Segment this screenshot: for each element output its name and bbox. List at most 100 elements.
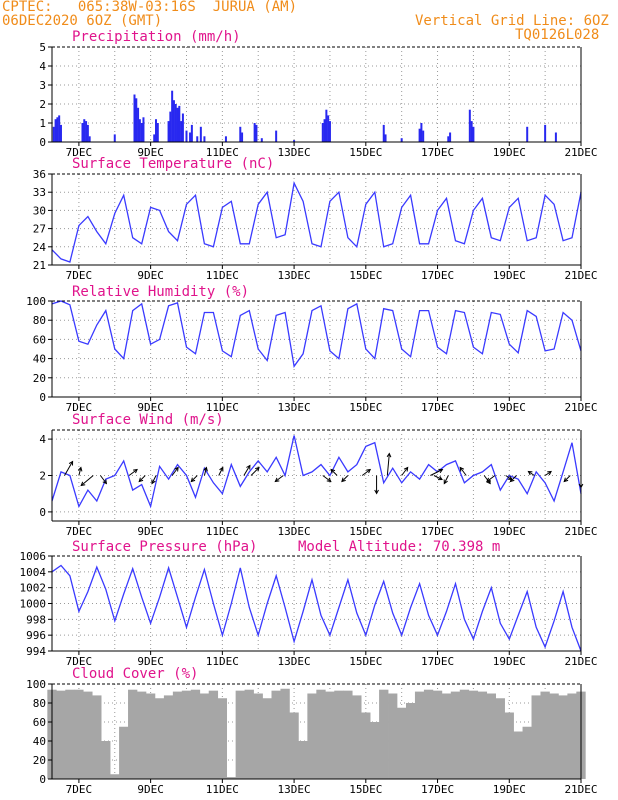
temperature-xtick-label: 11DEC [206, 269, 239, 282]
wind-arrow-shaft [459, 467, 467, 476]
precipitation-bar [255, 124, 258, 142]
wind-arrow-head [443, 479, 448, 485]
humidity-xtick-label: 15DEC [349, 401, 382, 414]
cloud-cover-bar [397, 707, 407, 779]
precipitation-bar [155, 119, 158, 142]
wind-arrow-shaft [433, 475, 443, 480]
temperature-xtick-label: 17DEC [421, 269, 454, 282]
wind-arrow-shaft [386, 453, 390, 476]
humidity-xtick-label: 19DEC [493, 401, 526, 414]
cloud-cover-xtick-label: 11DEC [206, 783, 239, 796]
wind-arrow-head [133, 468, 138, 474]
wind-arrow-shaft [361, 469, 371, 476]
cloud-cover-bar [405, 703, 416, 779]
temperature-xtick-label: 9DEC [137, 269, 164, 282]
cloud-cover-xtick-label: 21DEC [564, 783, 597, 796]
cloud-cover-xtick-label: 15DEC [349, 783, 382, 796]
temperature-xtick-label: 15DEC [349, 269, 382, 282]
wind-arrow-shaft [138, 475, 146, 482]
wind-arrow-head [486, 477, 491, 483]
cloud-cover-bar [513, 731, 523, 779]
wind-title: Surface Wind (m/s) [72, 412, 224, 428]
humidity-title: Relative Humidity (%) [72, 284, 249, 300]
temperature-series-line [51, 181, 582, 263]
cloud-cover-bar [289, 712, 299, 779]
cloud-cover-bar [244, 689, 254, 779]
wind-arrow-shaft [563, 475, 571, 482]
precipitation-bar [140, 123, 143, 142]
pressure-ytick-label: 1006 [20, 550, 47, 563]
precipitation-bar [52, 126, 55, 142]
precipitation-bar [172, 100, 175, 142]
wind-arrow-shaft [243, 465, 251, 476]
wind-arrow-head [330, 468, 336, 474]
wind-arrow-shaft [128, 469, 138, 476]
wind-arrow-head [341, 477, 346, 483]
precipitation-ytick-label: 1 [39, 117, 46, 130]
cloud-cover-bar [441, 693, 452, 779]
cloud-cover-bar [334, 690, 344, 779]
pressure-ytick-label: 994 [26, 645, 46, 658]
wind-xtick-label: 15DEC [349, 525, 382, 538]
wind-xtick-label: 19DEC [493, 525, 526, 538]
precipitation-bar [142, 117, 145, 142]
pressure-xtick-label: 7DEC [66, 655, 93, 668]
wind-arrow-head [77, 466, 83, 472]
precipitation-bar [185, 130, 188, 142]
precipitation-bar [178, 105, 181, 142]
humidity-xtick-label: 17DEC [421, 401, 454, 414]
wind-arrow-head [274, 477, 280, 483]
cloud-cover-bar [540, 691, 550, 779]
precipitation-bar [418, 128, 421, 142]
precipitation-title: Precipitation (mm/h) [72, 29, 241, 45]
humidity-ytick-label: 20 [33, 372, 46, 385]
precipitation-bar [174, 104, 177, 142]
precipitation-bar [196, 136, 199, 142]
wind-arrow-shaft [218, 467, 224, 476]
precipitation-bar [181, 113, 184, 142]
cloud-cover-bar [307, 693, 317, 779]
wind-arrow-head [509, 477, 515, 483]
pressure-series-line [51, 564, 582, 652]
precipitation-bar [81, 123, 84, 142]
wind-arrow-shaft [78, 467, 82, 476]
cloud-cover-bar [190, 689, 201, 779]
precipitation-bar [275, 130, 278, 142]
cloud-cover-bar [549, 693, 559, 779]
wind-xtick-label: 21DEC [564, 525, 597, 538]
precipitation-bar [54, 119, 57, 142]
humidity-ytick-label: 40 [33, 353, 46, 366]
wind-arrow-head [151, 479, 156, 485]
header-station-label: CPTEC: 065:38W-03:16S JURUA (AM) [2, 0, 298, 15]
precipitation-bar [58, 115, 61, 142]
wind-arrow-shaft [483, 475, 491, 484]
cloud-cover-bar [450, 691, 461, 779]
precipitation-bar [176, 107, 179, 142]
pressure-ytick-label: 998 [26, 613, 46, 626]
precipitation-bar [156, 123, 159, 142]
precipitation-bar [382, 124, 385, 142]
precipitation-bar [203, 136, 206, 142]
header-grid-line-label: Vertical Grid Line: 6OZ [415, 13, 609, 29]
wind-arrow-head [563, 477, 569, 483]
precipitation-bar [447, 136, 450, 142]
precipitation-ytick-label: 3 [39, 79, 46, 92]
precipitation-bar [83, 119, 86, 142]
precipitation-bar [113, 134, 116, 142]
wind-arrow-head [219, 466, 224, 472]
precipitation-xtick-label: 19DEC [493, 146, 526, 159]
cloud-cover-bar [172, 691, 183, 779]
precipitation-bar [260, 138, 263, 142]
wind-arrow-shaft [528, 471, 535, 476]
wind-xtick-label: 7DEC [66, 525, 93, 538]
precipitation-bar [468, 109, 471, 142]
precipitation-bar [544, 124, 547, 142]
precipitation-bar [133, 94, 136, 142]
pressure-title: Surface Pressure (hPa) [72, 539, 257, 555]
wind-arrow-shaft [401, 467, 409, 476]
temperature-xtick-label: 13DEC [278, 269, 311, 282]
cloud-cover-bar [145, 693, 156, 779]
wind-arrow-shaft [275, 475, 284, 482]
cloud-cover-bar [280, 688, 290, 779]
